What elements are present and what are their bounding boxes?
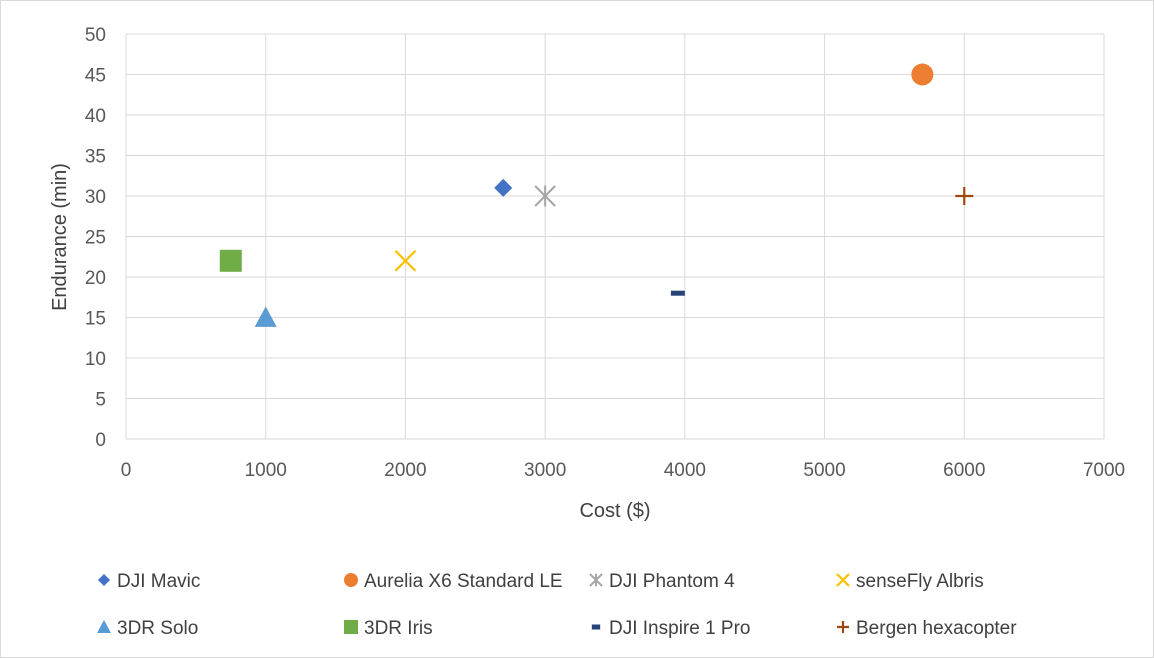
legend-marker-bergen-hexacopter [837, 621, 849, 633]
x-tick-label: 1000 [245, 460, 287, 481]
y-tick-label: 0 [95, 430, 106, 451]
x-tick-label: 3000 [524, 460, 566, 481]
point-aurelia-x6-standard-le [911, 63, 934, 86]
point-3dr-solo [254, 306, 277, 327]
data-points [219, 63, 974, 327]
y-tick-label: 5 [95, 390, 106, 411]
point-sensefly-albris [394, 250, 417, 272]
x-tick-label: 4000 [664, 460, 706, 481]
x-axis-title: Cost ($) [579, 500, 650, 522]
y-tick-label: 50 [85, 25, 106, 46]
tick-labels: 0 1000 2000 3000 4000 5000 6000 7000 0 5 10 15 20 25 3… [85, 25, 1125, 481]
legend: DJI Mavic Aurelia X6 Standard LE DJI Phant… [97, 571, 1017, 639]
x-tick-label: 7000 [1083, 460, 1125, 481]
legend-marker-dji-inspire-1-pro [591, 624, 601, 630]
legend-label-bergen-hexacopter: Bergen hexacopter [856, 618, 1017, 639]
y-tick-label: 30 [85, 187, 106, 208]
x-tick-label: 5000 [803, 460, 845, 481]
y-tick-label: 35 [85, 147, 106, 168]
legend-marker-dji-mavic [98, 574, 110, 586]
point-dji-phantom-4 [534, 185, 556, 207]
legend-label-sensefly-albris: senseFly Albris [856, 571, 984, 592]
y-tick-label: 20 [85, 268, 106, 289]
gridlines [125, 33, 1105, 440]
x-tick-label: 0 [121, 460, 132, 481]
y-tick-label: 25 [85, 228, 106, 249]
legend-label-dji-mavic: DJI Mavic [117, 571, 200, 592]
point-dji-mavic [494, 178, 513, 197]
legend-marker-3dr-solo [97, 620, 111, 633]
y-axis-title: Endurance (min) [49, 163, 71, 311]
legend-marker-sensefly-albris [836, 573, 850, 587]
y-tick-label: 10 [85, 349, 106, 370]
legend-marker-aurelia-x6-standard-le [344, 573, 358, 587]
legend-label-aurelia-x6-standard-le: Aurelia X6 Standard LE [364, 571, 563, 592]
legend-label-3dr-solo: 3DR Solo [117, 618, 198, 639]
y-tick-label: 45 [85, 66, 106, 87]
legend-marker-3dr-iris [344, 620, 358, 634]
point-dji-inspire-1-pro [670, 290, 685, 296]
x-tick-label: 6000 [943, 460, 985, 481]
legend-label-3dr-iris: 3DR Iris [364, 618, 433, 639]
x-tick-label: 2000 [384, 460, 426, 481]
point-bergen-hexacopter [955, 187, 974, 205]
legend-label-dji-phantom-4: DJI Phantom 4 [609, 571, 735, 592]
point-3dr-iris [219, 249, 242, 272]
y-tick-label: 40 [85, 106, 106, 127]
y-tick-label: 15 [85, 309, 106, 330]
legend-label-dji-inspire-1-pro: DJI Inspire 1 Pro [609, 618, 751, 639]
legend-marker-dji-phantom-4 [589, 573, 603, 587]
